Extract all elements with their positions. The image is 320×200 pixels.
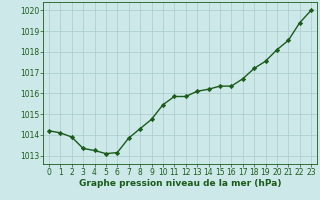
X-axis label: Graphe pression niveau de la mer (hPa): Graphe pression niveau de la mer (hPa) [79,179,281,188]
